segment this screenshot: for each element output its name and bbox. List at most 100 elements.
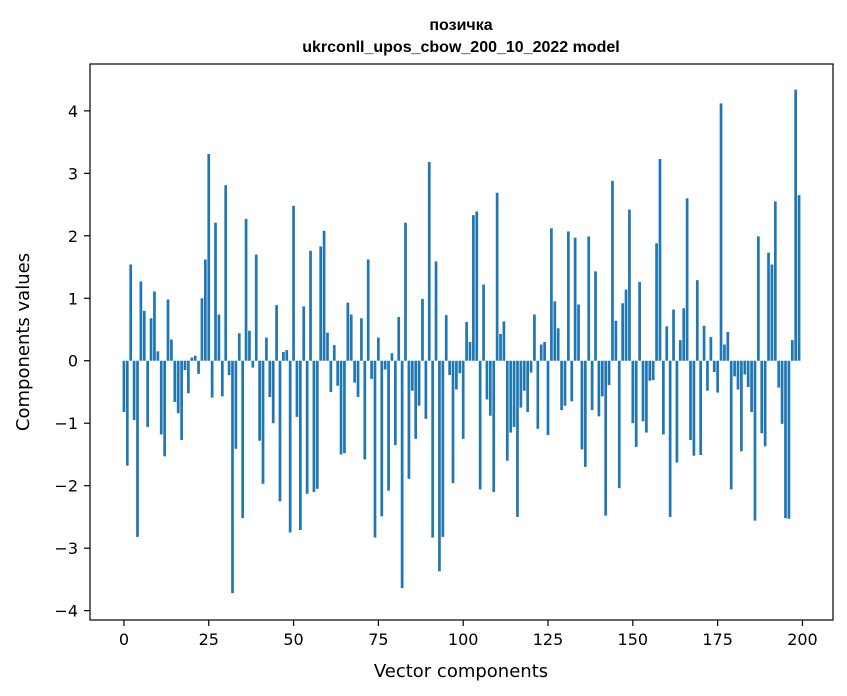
- bar-component-81: [397, 317, 401, 361]
- bar-component-121: [533, 314, 536, 361]
- bar-component-6: [142, 310, 146, 361]
- bar-component-22: [197, 360, 200, 374]
- bar-component-150: [631, 360, 635, 424]
- bar-component-50: [292, 205, 295, 361]
- bar-component-47: [282, 352, 285, 361]
- bar-component-7: [146, 360, 150, 427]
- bar-component-154: [645, 360, 648, 433]
- bar-component-56: [312, 360, 316, 492]
- bar-component-100: [461, 360, 465, 439]
- bar-component-42: [265, 337, 268, 361]
- bar-component-102: [468, 342, 472, 361]
- bar-component-79: [390, 353, 394, 361]
- bar-component-74: [373, 360, 377, 538]
- bar-component-96: [448, 360, 451, 376]
- bar-component-53: [302, 306, 306, 361]
- bar-component-45: [275, 305, 278, 361]
- bar-component-57: [315, 360, 319, 489]
- bar-component-182: [740, 360, 743, 452]
- bar-component-66: [346, 302, 350, 361]
- y-tick-label: 3: [68, 164, 78, 183]
- chart-title-line-2: ukrconll_upos_cbow_200_10_2022 model: [302, 39, 619, 56]
- bar-component-146: [617, 360, 621, 489]
- bar-component-90: [427, 162, 431, 361]
- bar-component-112: [502, 321, 506, 361]
- bar-component-37: [248, 330, 251, 361]
- bar-component-101: [465, 322, 468, 361]
- y-tick-label: −1: [54, 414, 78, 433]
- bar-component-103: [472, 215, 475, 361]
- x-axis-ticks: 0 25 50 75 100 125 150 175 200: [119, 620, 818, 649]
- bar-component-164: [678, 340, 682, 361]
- bar-component-135: [580, 360, 584, 450]
- bar-component-129: [560, 360, 563, 411]
- bar-component-46: [278, 360, 282, 502]
- bar-component-33: [234, 360, 238, 449]
- bar-component-52: [298, 360, 302, 531]
- bar-component-187: [757, 236, 760, 361]
- x-tick-label: 0: [119, 630, 129, 649]
- bar-component-77: [383, 360, 387, 370]
- bar-component-54: [305, 360, 309, 494]
- bar-component-166: [685, 198, 689, 361]
- bar-component-80: [393, 360, 397, 446]
- bar-component-20: [190, 357, 194, 361]
- bar-component-88: [421, 298, 424, 361]
- bars-group: [122, 89, 801, 594]
- bar-component-180: [733, 360, 736, 377]
- bar-component-32: [231, 360, 234, 594]
- bar-component-128: [556, 328, 560, 361]
- bar-component-19: [187, 360, 190, 394]
- bar-component-28: [217, 314, 221, 361]
- bar-component-163: [675, 360, 679, 463]
- bar-component-65: [343, 360, 346, 454]
- bar-component-9: [153, 291, 156, 361]
- bar-component-69: [356, 360, 360, 397]
- bar-component-116: [516, 360, 519, 517]
- bar-component-147: [621, 303, 625, 361]
- bar-component-183: [743, 360, 747, 375]
- bar-component-55: [309, 250, 312, 361]
- bar-component-158: [658, 158, 662, 361]
- bar-component-16: [176, 360, 180, 414]
- bar-component-35: [241, 360, 245, 519]
- bar-component-58: [319, 246, 323, 361]
- y-tick-label: −3: [54, 539, 78, 558]
- bar-component-31: [227, 360, 231, 376]
- bar-component-91: [431, 360, 435, 538]
- bar-component-132: [570, 360, 574, 402]
- bar-component-1: [125, 360, 129, 466]
- plot-frame: [89, 63, 834, 621]
- bar-component-174: [712, 360, 716, 372]
- bar-component-29: [220, 360, 224, 397]
- bar-component-155: [648, 360, 652, 381]
- bar-component-188: [760, 360, 764, 434]
- bar-component-109: [492, 360, 496, 492]
- bar-component-117: [519, 360, 523, 408]
- bar-component-190: [767, 252, 770, 361]
- bar-component-113: [505, 360, 509, 461]
- bar-component-179: [729, 360, 733, 490]
- bar-component-34: [237, 333, 241, 361]
- bar-component-185: [750, 360, 753, 412]
- y-axis-label: Components values: [13, 253, 34, 431]
- bar-component-63: [336, 360, 340, 386]
- bar-component-27: [214, 222, 217, 361]
- bar-component-115: [512, 360, 516, 427]
- bar-component-167: [689, 360, 692, 441]
- x-tick-label: 25: [199, 630, 219, 649]
- y-tick-label: 1: [68, 289, 78, 308]
- bar-component-157: [655, 243, 658, 361]
- bar-component-51: [295, 360, 299, 417]
- bar-component-178: [726, 332, 730, 361]
- bar-component-92: [434, 261, 438, 361]
- bar-component-169: [695, 280, 699, 361]
- bar-component-84: [407, 360, 411, 479]
- y-tick-label: 4: [68, 102, 78, 121]
- bar-component-41: [261, 360, 265, 484]
- bar-component-39: [254, 254, 258, 361]
- bar-component-177: [723, 344, 726, 361]
- bar-component-162: [672, 309, 675, 361]
- bar-component-2: [129, 264, 133, 361]
- bar-component-93: [438, 360, 441, 572]
